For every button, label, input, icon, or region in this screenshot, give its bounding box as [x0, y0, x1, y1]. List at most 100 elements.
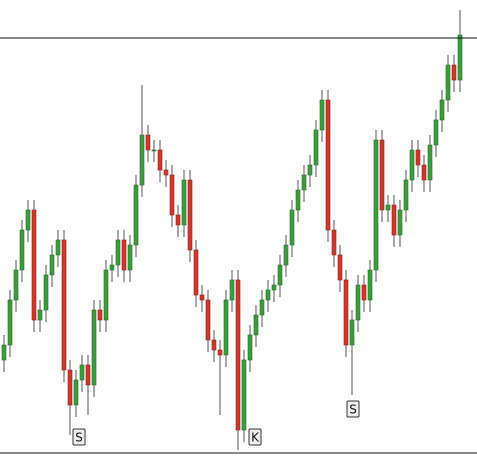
candle — [193, 240, 199, 307]
annotation: S — [349, 403, 357, 417]
candle-body — [145, 134, 151, 151]
candle-body — [427, 144, 433, 181]
candle — [319, 90, 325, 142]
candle — [187, 170, 193, 262]
candle — [457, 10, 463, 92]
candle-body — [241, 359, 247, 431]
candle-body — [457, 34, 463, 81]
annotation: S — [75, 431, 83, 445]
candle-body — [229, 279, 235, 301]
candle — [67, 360, 73, 435]
candle — [37, 300, 43, 332]
candle — [277, 255, 283, 297]
candle-body — [157, 149, 163, 171]
candle — [145, 125, 151, 162]
candle — [217, 340, 223, 415]
candle-body — [253, 314, 259, 336]
candle — [427, 135, 433, 192]
candle — [367, 260, 373, 312]
candle-body — [115, 239, 121, 266]
candle-body — [271, 284, 277, 291]
candle — [43, 265, 49, 322]
candle — [19, 220, 25, 282]
candle — [445, 55, 451, 112]
candle-body — [235, 279, 241, 431]
candle — [385, 195, 391, 222]
candle — [211, 330, 217, 362]
candle — [229, 270, 235, 312]
candle — [157, 140, 163, 182]
candle-body — [67, 369, 73, 406]
candle — [343, 270, 349, 357]
candle-body — [169, 174, 175, 216]
candle-body — [277, 264, 283, 286]
annotation-box — [72, 428, 86, 446]
candle-body — [337, 254, 343, 281]
candle-body — [151, 149, 157, 152]
candle — [97, 300, 103, 332]
candle — [331, 220, 337, 267]
candle — [91, 300, 97, 397]
candle — [253, 305, 259, 347]
candle-body — [325, 99, 331, 231]
candle-body — [139, 134, 145, 186]
candle — [409, 140, 415, 192]
candle-body — [1, 344, 7, 361]
candle — [31, 200, 37, 332]
candle — [163, 160, 169, 187]
candle-body — [43, 274, 49, 311]
candle-body — [301, 174, 307, 191]
candle-body — [403, 179, 409, 211]
candle-body — [175, 214, 181, 226]
candle — [181, 170, 187, 237]
candle-body — [289, 209, 295, 246]
candle-body — [193, 249, 199, 296]
candle-body — [19, 229, 25, 271]
annotation: K — [251, 431, 260, 445]
candle — [235, 270, 241, 450]
candle — [433, 110, 439, 157]
candle-body — [127, 244, 133, 271]
candle — [271, 275, 277, 302]
candle-body — [25, 209, 31, 231]
candle-body — [187, 179, 193, 251]
candle-body — [421, 164, 427, 181]
candle — [307, 155, 313, 187]
candle — [169, 165, 175, 227]
candle-body — [61, 239, 67, 371]
candle-body — [391, 204, 397, 236]
candle — [199, 285, 205, 312]
candle-body — [55, 239, 61, 256]
candle — [337, 245, 343, 292]
candle-body — [379, 139, 385, 211]
candle — [55, 230, 61, 267]
candle — [13, 260, 19, 312]
annotation-box — [248, 428, 262, 446]
candle-body — [163, 169, 169, 176]
candle — [283, 235, 289, 277]
annotation-box — [346, 400, 360, 418]
candle-body — [103, 269, 109, 321]
candle — [295, 180, 301, 222]
candle-body — [85, 364, 91, 386]
candle — [115, 230, 121, 277]
candle-body — [355, 284, 361, 321]
candle-body — [319, 99, 325, 131]
candle-body — [37, 309, 43, 321]
candle — [313, 120, 319, 177]
candle — [373, 130, 379, 282]
candle-body — [307, 164, 313, 176]
candle-body — [7, 299, 13, 346]
candle — [103, 260, 109, 332]
candle-body — [79, 364, 85, 381]
candle-body — [223, 299, 229, 356]
candle-body — [49, 254, 55, 276]
candle-body — [313, 129, 319, 166]
candle — [7, 290, 13, 357]
candle — [421, 155, 427, 192]
candle — [397, 200, 403, 247]
candle — [49, 245, 55, 287]
candle — [85, 355, 91, 415]
candle — [301, 165, 307, 202]
